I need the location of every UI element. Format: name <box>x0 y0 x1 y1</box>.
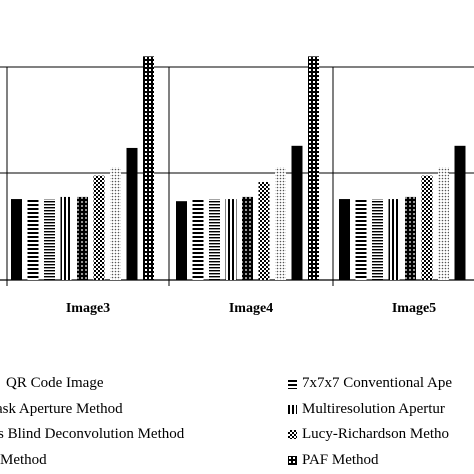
bar <box>388 199 400 280</box>
bar <box>372 199 383 280</box>
bar <box>60 196 72 280</box>
bar <box>291 145 303 280</box>
bar <box>454 145 466 280</box>
legend-entry: ask Aperture Method <box>0 401 123 417</box>
x-tick-labels: Image3 Image4 Image5 <box>66 301 436 316</box>
tick-label: Image5 <box>392 301 436 316</box>
bar <box>308 56 319 280</box>
legend-entry: 7x7x7 Conventional Ape <box>302 375 452 391</box>
legend-entry: Method <box>0 452 47 468</box>
tick-label: Image3 <box>66 301 110 316</box>
bar <box>93 175 105 280</box>
bar <box>209 199 220 280</box>
legend-entry: PAF Method <box>302 452 379 468</box>
legend-swatch <box>288 456 297 465</box>
bars-group <box>11 56 466 280</box>
legend-entry: s Blind Deconvolution Method <box>0 426 185 442</box>
bar <box>110 167 121 280</box>
bar <box>27 199 39 280</box>
bar <box>126 147 138 280</box>
bar <box>275 167 286 280</box>
bar <box>44 199 55 280</box>
bar <box>339 199 350 280</box>
legend-entry: Lucy-Richardson Metho <box>302 426 449 442</box>
bar <box>225 199 237 280</box>
legend: QR Code Image ask Aperture Method s Blin… <box>0 375 452 468</box>
bar <box>77 196 88 280</box>
legend-entry: Multiresolution Apertur <box>302 401 445 417</box>
legend-swatch <box>288 430 297 439</box>
legend-swatch <box>288 380 297 389</box>
tick-label: Image4 <box>229 301 273 316</box>
bar <box>176 201 187 280</box>
bar <box>242 196 253 280</box>
bar <box>192 199 204 280</box>
bar <box>438 167 449 280</box>
bar <box>355 199 367 280</box>
bar <box>11 199 22 280</box>
bar <box>258 182 270 280</box>
bar <box>143 56 154 280</box>
legend-swatch <box>288 405 297 414</box>
legend-entry: QR Code Image <box>6 375 104 391</box>
bar <box>421 175 433 280</box>
bar <box>405 196 416 280</box>
